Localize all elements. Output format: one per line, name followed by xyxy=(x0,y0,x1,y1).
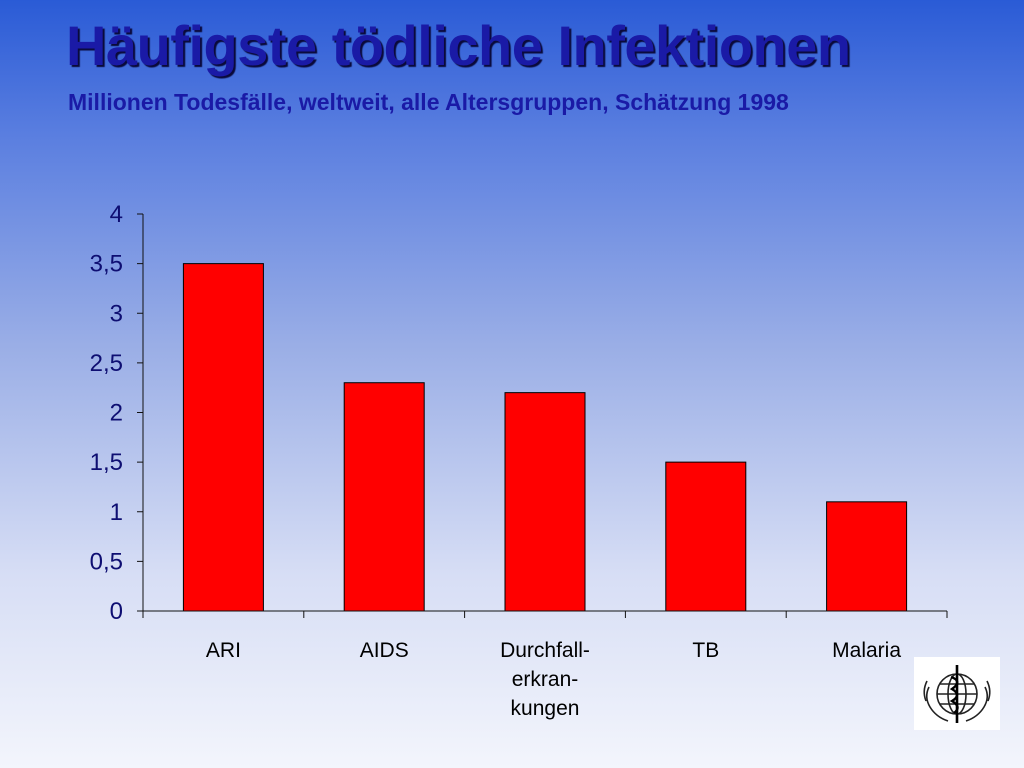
x-tick-label: Durchfall-erkran-kungen xyxy=(500,639,590,720)
y-tick-label: 3,5 xyxy=(90,251,123,278)
y-tick-label: 2,5 xyxy=(90,350,123,377)
y-tick-label: 2 xyxy=(110,400,123,427)
x-tick-label: AIDS xyxy=(360,639,409,662)
chart-title: Häufigste tödliche Infektionen xyxy=(66,14,851,77)
y-tick-label: 1 xyxy=(110,499,123,526)
y-tick-label: 0 xyxy=(110,598,123,625)
y-tick-label: 0,5 xyxy=(90,548,123,575)
x-tick-label: TB xyxy=(692,639,719,662)
chart-subtitle: Millionen Todesfälle, weltweit, alle Alt… xyxy=(68,89,789,115)
x-tick-label: ARI xyxy=(206,639,241,662)
y-tick-label: 1,5 xyxy=(90,449,123,476)
bar xyxy=(504,392,586,612)
who-emblem-icon xyxy=(914,657,1000,730)
y-tick-label: 4 xyxy=(110,201,123,228)
y-tick-label: 3 xyxy=(110,300,123,327)
bar xyxy=(665,461,747,612)
bar xyxy=(826,501,908,612)
x-tick-label: Malaria xyxy=(832,639,901,662)
bar xyxy=(343,382,425,612)
bar xyxy=(182,263,264,612)
